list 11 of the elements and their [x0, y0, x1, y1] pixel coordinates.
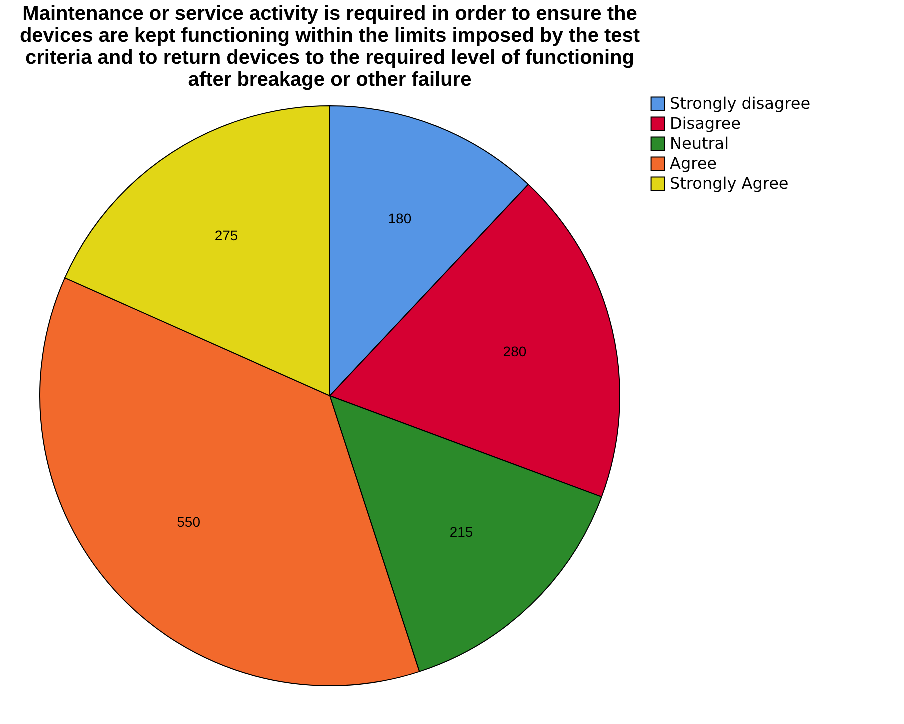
data-label: 275 — [214, 228, 238, 244]
legend-label: Disagree — [670, 114, 741, 133]
legend-label: Agree — [670, 154, 718, 173]
data-label: 550 — [177, 514, 201, 530]
data-label: 180 — [388, 210, 412, 226]
legend-label: Strongly disagree — [670, 94, 811, 113]
legend-label: Strongly Agree — [670, 174, 789, 193]
chart-title: Maintenance or service activity is required in order to ensure the devices are kept functioning within the limits imposed by the test criteria and to return devices to the required level of functioning after breakage or other failure — [20, 3, 640, 91]
data-label: 215 — [450, 524, 474, 540]
legend-label: Neutral — [670, 134, 730, 153]
data-label: 280 — [503, 344, 527, 360]
